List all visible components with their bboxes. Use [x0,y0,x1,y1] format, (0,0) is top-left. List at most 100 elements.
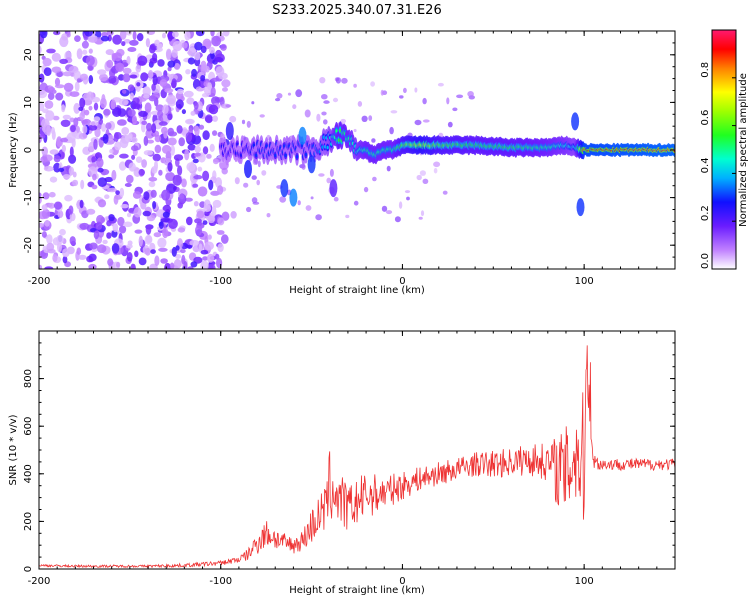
heatmap-speckle [316,113,321,122]
heatmap-speckle [88,124,98,131]
heatmap-speckle [160,218,171,223]
heatmap-speckle [88,75,94,84]
heatmap-speckle [76,247,82,255]
spectrogram-y-tick-label: 20 [23,48,34,61]
heatmap-speckle [215,49,223,59]
ridge-core [335,129,338,133]
heatmap-speckle [187,50,193,55]
heatmap-speckle [112,34,122,45]
heatmap-speckle [144,102,152,113]
heatmap-speckle [108,75,117,84]
heatmap-speckle [332,97,339,103]
heatmap-speckle [176,125,183,134]
heatmap-speckle [150,189,157,198]
heatmap-speckle [117,216,125,227]
snr-panel: -200 -100 0 100 0 200 400 600 800 Height of stra… [8,330,676,596]
heatmap-blob [329,179,338,198]
heatmap-speckle [78,132,88,140]
heatmap-speckle [60,137,69,143]
heatmap-speckle [179,193,185,200]
heatmap-speckle [126,251,133,262]
heatmap-speckle [59,58,68,64]
heatmap-speckle [41,204,48,211]
heatmap-speckle [208,104,219,115]
heatmap-speckle [115,190,120,196]
heatmap-speckle [121,41,126,47]
heatmap-speckle [353,128,357,133]
heatmap-speckle [363,186,369,193]
colorbar-tick-label: 0.2 [700,205,711,221]
heatmap-speckle [135,156,143,163]
heatmap-speckle [154,255,160,266]
heatmap-speckle [132,31,137,41]
snr-axes: -200 -100 0 100 0 200 400 600 800 [23,330,676,587]
colorbar-tick-label: 0.0 [700,253,711,269]
heatmap-speckle [437,82,444,87]
heatmap-speckle [220,43,227,51]
heatmap-speckle [251,101,255,105]
heatmap-speckle [197,186,208,197]
heatmap-speckle [124,39,131,44]
heatmap-speckle [181,42,188,49]
heatmap-speckle [111,53,117,59]
heatmap-speckle [181,109,186,115]
heatmap-speckle [126,55,131,65]
heatmap-speckle [151,123,157,134]
heatmap-speckle [301,163,306,170]
heatmap-speckle [68,154,77,164]
heatmap-speckle [126,212,132,218]
heatmap-speckle [106,220,112,227]
heatmap-speckle [158,221,164,230]
heatmap-speckle [89,242,98,250]
colorbar-tick-label: 0.4 [700,157,711,173]
heatmap-speckle [39,196,42,204]
heatmap-speckle [105,122,112,130]
heatmap-speckle [190,110,196,116]
heatmap-speckle [194,218,202,224]
heatmap-speckle [279,196,287,203]
heatmap-speckle [214,57,224,62]
heatmap-speckle [404,190,411,194]
heatmap-speckle [167,60,176,68]
heatmap-speckle [138,110,148,117]
heatmap-speckle [82,49,88,55]
heatmap-speckle [148,95,157,102]
heatmap-speckle [456,94,464,99]
ridge-core [304,152,308,157]
heatmap-speckle [211,35,222,47]
heatmap-speckle [44,219,50,227]
heatmap-speckle [256,179,261,186]
snr-x-tick-label: 0 [399,576,405,587]
heatmap-speckle [194,41,203,51]
snr-y-tick-label: 400 [23,464,34,483]
spectrogram-x-label: Height of straight line (km) [289,285,425,296]
heatmap-speckle [211,77,219,82]
heatmap-speckle [202,130,210,141]
heatmap-speckle [46,48,56,54]
heatmap-speckle [68,205,74,215]
snr-x-tick-label: 100 [575,576,594,587]
heatmap-speckle [341,77,348,84]
colorbar-gradient [711,29,737,270]
heatmap-speckle [221,211,230,221]
heatmap-speckle [92,173,97,181]
heatmap-speckle [61,144,66,153]
heatmap-speckle [63,82,74,92]
heatmap-speckle [39,192,42,198]
heatmap-speckle [84,31,94,37]
heatmap-speckle [69,212,76,222]
heatmap-speckle [217,217,225,226]
heatmap-speckle [62,174,71,179]
heatmap-speckle [168,218,178,229]
colorbar-label: Normalized spectral amplitude [738,73,749,227]
heatmap-speckle [60,119,71,128]
spectrogram-heatmap [39,31,675,269]
heatmap-speckle [58,167,65,172]
heatmap-speckle [131,263,136,269]
heatmap-speckle [186,97,195,105]
colorbar-tick-label: 0.6 [700,110,711,126]
heatmap-speckle [82,125,88,134]
heatmap-speckle [158,121,168,126]
heatmap-speckle [353,83,357,88]
